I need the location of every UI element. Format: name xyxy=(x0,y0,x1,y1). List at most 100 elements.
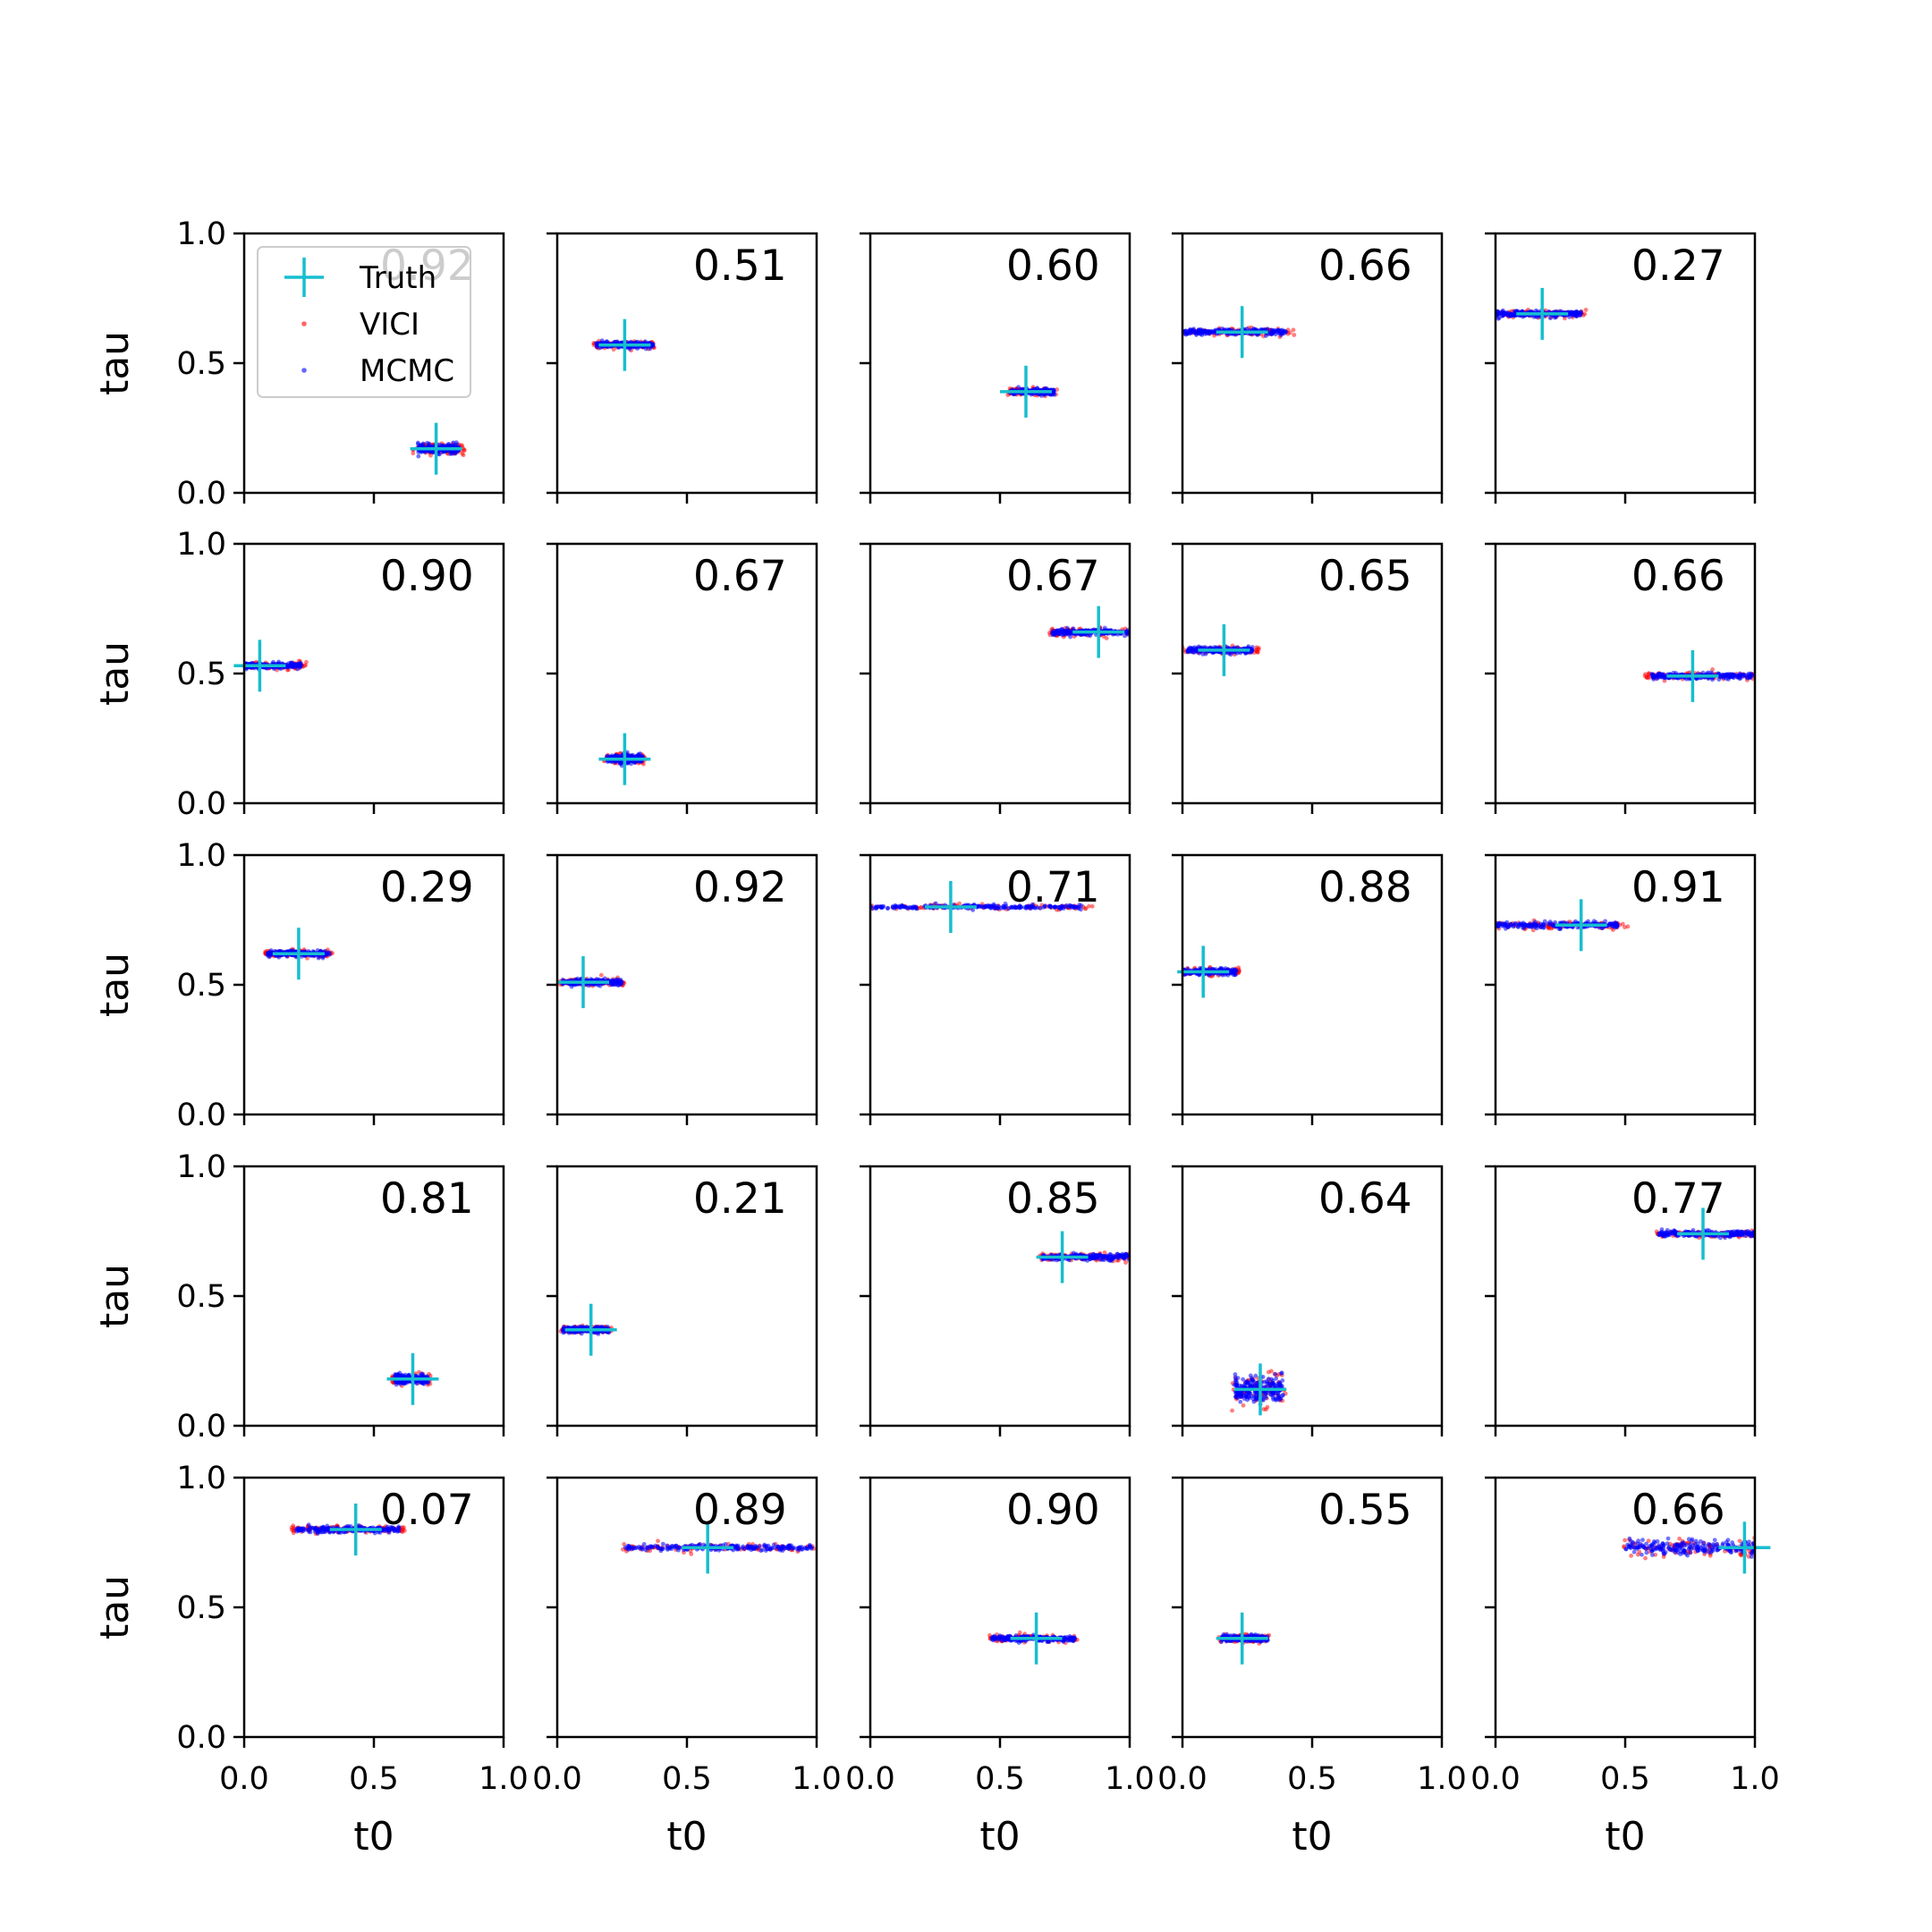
mcmc-point xyxy=(1706,670,1711,675)
mcmc-point xyxy=(420,441,426,446)
mcmc-point xyxy=(267,954,272,960)
vici-point xyxy=(428,453,433,458)
mcmc-point xyxy=(611,979,616,984)
mcmc-point xyxy=(1198,965,1203,970)
vici-point xyxy=(1082,906,1088,911)
mcmc-point xyxy=(1184,331,1190,336)
mcmc-point xyxy=(1194,648,1199,654)
mcmc-point xyxy=(1038,906,1043,911)
mcmc-point xyxy=(1658,672,1664,676)
mcmc-point xyxy=(993,905,998,911)
mcmc-point xyxy=(1500,308,1505,313)
vici-point xyxy=(1254,645,1259,650)
mcmc-point xyxy=(910,904,915,910)
panel-score: 0.67 xyxy=(1006,552,1100,601)
mcmc-point xyxy=(933,901,938,906)
mcmc-point xyxy=(1650,673,1656,678)
mcmc-point xyxy=(1506,925,1511,929)
mcmc-point xyxy=(897,903,902,909)
mcmc-point xyxy=(597,983,603,988)
mcmc-point xyxy=(1025,904,1030,910)
y-tick-label: 0.0 xyxy=(176,1097,226,1133)
mcmc-point xyxy=(1514,309,1520,314)
mcmc-point xyxy=(298,664,303,669)
mcmc-point xyxy=(1503,922,1507,928)
mcmc-point xyxy=(453,440,459,445)
y-tick-label: 1.0 xyxy=(176,838,226,874)
y-axis-label: tau xyxy=(92,641,138,706)
mcmc-point xyxy=(1251,326,1256,331)
mcmc-point xyxy=(1192,330,1198,335)
y-tick-label: 0.5 xyxy=(176,657,226,692)
mcmc-point xyxy=(986,902,991,908)
panel-score: 0.92 xyxy=(693,863,787,912)
mcmc-point xyxy=(1187,327,1192,333)
vici-point xyxy=(598,972,604,978)
panel-13: 0.71 xyxy=(860,853,1131,1125)
mcmc-point xyxy=(1068,634,1073,640)
panels: 0.00.51.0tau0.920.510.600.660.270.00.51.… xyxy=(92,216,1780,1860)
vici-point xyxy=(1646,671,1651,676)
mcmc-point xyxy=(991,902,996,907)
mcmc-point xyxy=(1031,905,1037,911)
y-tick-label: 0.0 xyxy=(176,786,226,822)
mcmc-point xyxy=(1079,907,1083,912)
y-tick-label: 1.0 xyxy=(176,527,226,563)
mcmc-point xyxy=(1052,905,1057,910)
panel-score: 0.91 xyxy=(1631,863,1725,912)
mcmc-point xyxy=(1263,334,1268,338)
mcmc-point xyxy=(1006,906,1011,911)
mcmc-point xyxy=(893,904,898,909)
mcmc-point xyxy=(1567,309,1572,315)
mcmc-point xyxy=(977,903,982,909)
mcmc-point xyxy=(1744,674,1750,680)
mcmc-point xyxy=(1600,926,1605,931)
mcmc-point xyxy=(1265,326,1270,332)
panel-8: 0.67 xyxy=(860,542,1131,814)
y-axis-label: tau xyxy=(92,953,138,1017)
mcmc-point xyxy=(1724,672,1730,677)
panel-score: 0.27 xyxy=(1631,242,1725,291)
mcmc-point xyxy=(1556,927,1562,931)
mcmc-point xyxy=(1016,385,1021,390)
mcmc-point xyxy=(1686,676,1691,682)
mcmc-point xyxy=(1532,922,1538,927)
vici-point xyxy=(1623,925,1627,930)
mcmc-point xyxy=(625,760,631,766)
mcmc-point xyxy=(288,948,293,953)
panel-score: 0.66 xyxy=(1318,242,1412,291)
mcmc-point xyxy=(642,339,648,344)
mcmc-point xyxy=(291,663,296,668)
vici-point xyxy=(461,453,466,458)
mcmc-point xyxy=(1123,633,1127,639)
mcmc-point xyxy=(1572,310,1577,316)
mcmc-point xyxy=(1017,903,1022,909)
mcmc-point xyxy=(1700,670,1706,675)
mcmc-point xyxy=(1072,904,1077,910)
mcmc-point xyxy=(1061,906,1066,911)
vici-point xyxy=(1530,928,1536,933)
vici-point xyxy=(1086,903,1091,909)
mcmc-point xyxy=(1538,921,1543,927)
mcmc-point xyxy=(286,665,291,670)
mcmc-point xyxy=(1608,921,1614,927)
vici-point xyxy=(957,901,962,906)
mcmc-point xyxy=(267,952,272,957)
panel-score: 0.88 xyxy=(1318,863,1412,912)
mcmc-point xyxy=(873,904,878,910)
vici-point xyxy=(1292,333,1297,337)
mcmc-point xyxy=(1278,333,1284,338)
mcmc-point xyxy=(415,440,420,445)
mcmc-point xyxy=(1047,904,1053,910)
mcmc-point xyxy=(1269,332,1275,337)
panel-14: 0.88 xyxy=(1172,853,1444,1125)
vici-point xyxy=(1089,903,1095,909)
mcmc-point xyxy=(1496,316,1501,321)
mcmc-point xyxy=(1662,675,1667,681)
mcmc-point xyxy=(1057,631,1063,637)
mcmc-point xyxy=(1197,329,1202,335)
